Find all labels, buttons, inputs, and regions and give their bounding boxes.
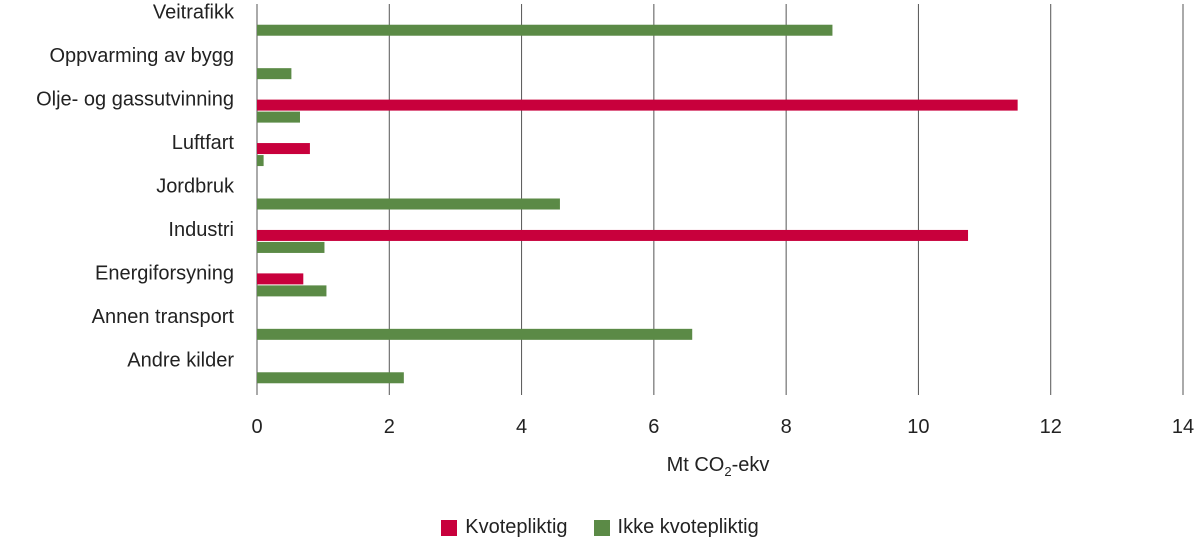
category-label: Andre kilder	[127, 349, 234, 371]
category-labels: Veitrafikk Oppvarming av bygg Olje- og gas…	[36, 2, 235, 372]
category-label: Industri	[168, 219, 234, 241]
category-label: Luftfart	[172, 132, 235, 154]
x-tick-labels: 0 2 4 6 8 10 12 14	[251, 416, 1194, 438]
bar-ikke-kvotepliktig	[257, 198, 560, 210]
legend-label-ikke-kvotepliktig: Ikke kvotepliktig	[617, 516, 759, 538]
legend-item-ikke-kvotepliktig: Ikke kvotepliktig	[593, 516, 759, 539]
x-tick-label-4: 4	[516, 416, 527, 438]
x-axis-title: Mt CO2-ekv	[667, 454, 770, 479]
x-tick-label-0: 0	[251, 416, 262, 438]
bar-kvotepliktig	[257, 273, 304, 285]
category-label: Olje- og gassutvinning	[36, 89, 234, 111]
bar-kvotepliktig	[257, 143, 310, 155]
x-tick-label-10: 10	[907, 416, 929, 438]
bar-kvotepliktig	[257, 99, 1018, 111]
bars	[257, 24, 1018, 384]
category-label: Energiforsyning	[95, 262, 234, 284]
bar-ikke-kvotepliktig	[257, 285, 327, 297]
category-label: Veitrafikk	[153, 2, 235, 24]
category-label: Jordbruk	[156, 176, 235, 198]
bar-kvotepliktig	[257, 229, 969, 241]
legend-swatch-kvotepliktig	[441, 519, 458, 536]
bar-ikke-kvotepliktig	[257, 155, 264, 167]
bar-ikke-kvotepliktig	[257, 111, 300, 123]
bar-ikke-kvotepliktig	[257, 24, 833, 36]
category-label: Oppvarming av bygg	[49, 45, 234, 67]
bar-ikke-kvotepliktig	[257, 372, 404, 384]
legend-label-kvotepliktig: Kvotepliktig	[465, 516, 568, 538]
legend-item-kvotepliktig: Kvotepliktig	[441, 516, 568, 539]
bar-ikke-kvotepliktig	[257, 241, 325, 253]
x-tick-label-14: 14	[1172, 416, 1194, 438]
bar-ikke-kvotepliktig	[257, 328, 693, 340]
x-tick-label-8: 8	[781, 416, 792, 438]
category-label: Annen transport	[92, 306, 235, 328]
legend: Kvotepliktig Ikke kvotepliktig	[0, 516, 1200, 539]
bar-ikke-kvotepliktig	[257, 68, 292, 80]
x-tick-label-6: 6	[648, 416, 659, 438]
x-tick-label-2: 2	[384, 416, 395, 438]
legend-swatch-ikke-kvotepliktig	[593, 519, 610, 536]
x-tick-label-12: 12	[1040, 416, 1062, 438]
